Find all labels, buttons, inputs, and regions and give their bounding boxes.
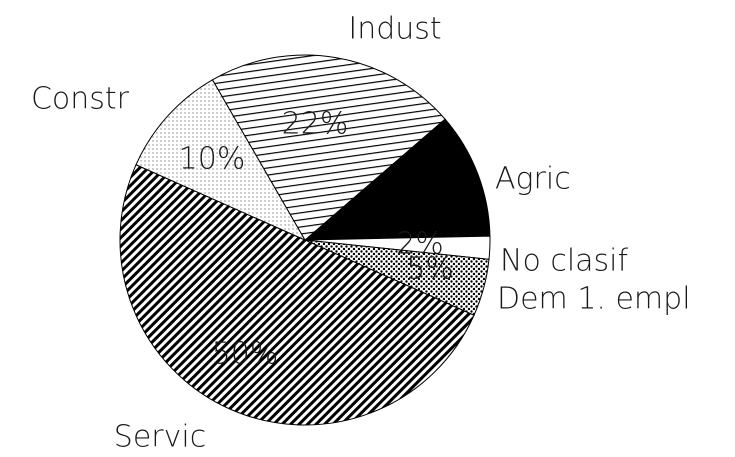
pie-slice [135,79,307,242]
pie-slice [211,54,446,241]
slice-label: Servic [114,420,206,455]
slice-label: Indust [348,12,441,47]
value-label: 22% [282,107,349,142]
value-label: 10% [179,142,246,177]
slice-label: No clasif [500,244,629,279]
slice-label: Dem 1. empl [497,282,691,317]
value-label: 2% [396,227,444,262]
slice-label: Agric [495,162,571,197]
value-label: 50% [212,337,279,372]
slice-label: Constr [31,82,130,117]
pie-slice [119,164,475,426]
value-label: 5% [406,252,454,287]
pie-slice [303,118,491,241]
